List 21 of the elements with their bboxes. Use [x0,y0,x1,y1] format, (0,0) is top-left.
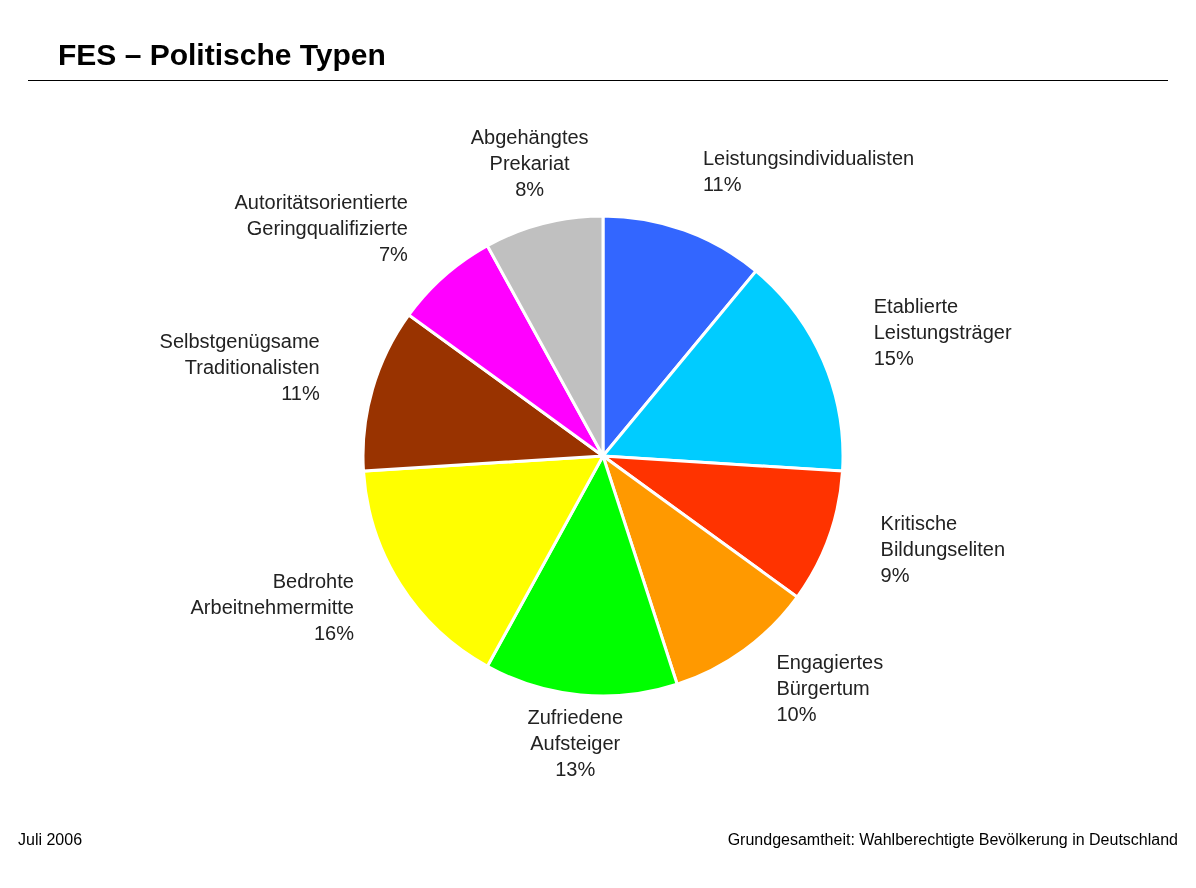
slice-label: Autoritätsorientierte Geringqualifizierte [234,190,408,239]
text: Grundgesamtheit: Wahlberechtigte Bevölkerung in Deutschland [727,831,1178,849]
data-label: 11% [702,173,742,196]
slice-label: Zufriedene Aufsteiger [527,705,624,754]
slice-label: Selbstgenügsame Traditionalisten [159,329,320,378]
data-label: 10% [776,702,817,725]
slice-label: Bedrohte Arbeitnehmermitte [190,570,354,619]
data-label: 11% [281,381,320,404]
chart-title: FES – Politische Typen [28,8,1168,81]
data-label: 7% [379,242,409,265]
data-label: 16% [313,622,355,645]
slice-label: Engagiertes Bürgertum [776,650,884,699]
text: Juli 2006 [18,831,83,849]
slice-label: Kritische Bildungseliten [880,511,1006,560]
slice-label: Etablierte Leistungsträger [873,294,1012,343]
slice-label: Abgehängtes Prekariat [470,126,589,175]
slice-label: Leistungsindividualisten [702,147,915,170]
data-label: 9% [880,563,910,586]
data-label: 8% [515,178,545,201]
data-label: 13% [555,757,596,780]
data-label: 15% [873,346,914,369]
